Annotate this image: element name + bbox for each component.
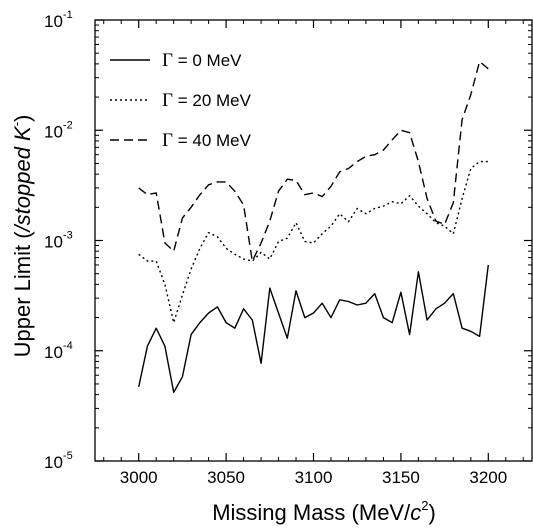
legend-label: Γ = 0 MeV [162,50,242,71]
plot-frame [94,19,533,462]
x-tick-label: 3200 [469,468,507,487]
y-tick-label: 10-4 [44,340,73,362]
series-line-solid [138,264,489,393]
y-tick-label: 10-5 [44,450,73,472]
x-axis-title-prefix: Missing Mass (MeV/ [212,500,411,525]
y-axis-title-sup: - [9,122,24,126]
x-axis-title: Missing Mass (MeV/c2) [212,498,436,525]
series-group [138,60,489,393]
series-line-dotted [138,160,489,324]
y-axis-title-suffix: ) [10,115,35,122]
x-tick-label: 3100 [295,468,333,487]
x-tick-label: 3050 [207,468,245,487]
series-line-dashed [138,60,489,262]
y-tick-label: 10-1 [44,9,73,31]
axes-group: 3000 3050 3100 3150 3200 10-5 10-4 10-3 10-2 10-1 [44,9,533,487]
x-axis-title-sup: 2 [421,498,428,513]
x-tick-label: 3000 [120,468,158,487]
y-tick-label: 10-3 [44,230,73,252]
y-axis-title-italic: /stopped K [10,125,35,234]
y-axis-title-prefix: Upper Limit ( [10,231,35,358]
x-axis-title-var: c [410,500,421,525]
legend: Γ = 0 MeV Γ = 20 MeV Γ = 40 MeV [110,50,252,151]
legend-label: Γ = 20 MeV [162,90,252,111]
y-tick-label: 10-2 [44,119,73,141]
legend-label: Γ = 40 MeV [162,130,252,151]
x-tick-label: 3150 [382,468,420,487]
y-axis-title: Upper Limit (/stopped K-) [9,115,35,358]
x-axis-title-suffix: ) [428,500,435,525]
